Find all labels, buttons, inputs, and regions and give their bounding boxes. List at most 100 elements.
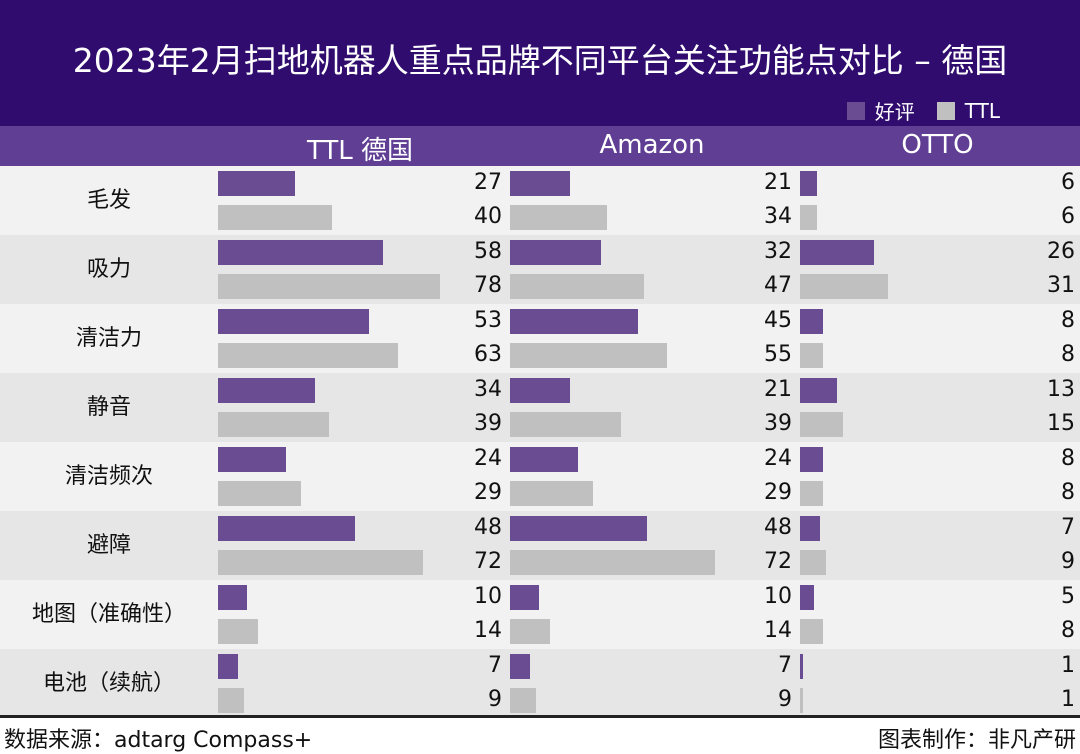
category-label: 避障: [86, 533, 131, 558]
bar-good: [218, 516, 355, 541]
data-label: 78: [474, 273, 502, 298]
data-label: 53: [474, 308, 502, 333]
data-label: 27: [474, 170, 502, 195]
category-label: 静音: [86, 395, 131, 420]
data-label: 7: [488, 653, 502, 678]
data-label: 58: [474, 239, 502, 264]
legend: 好评 TTL: [846, 96, 1000, 125]
bar-ttl: [800, 688, 803, 713]
bar-good: [800, 309, 823, 334]
legend-swatch-good: [846, 101, 865, 120]
bar-good: [510, 378, 570, 403]
category-label: 清洁力: [75, 326, 142, 351]
bar-ttl: [218, 688, 244, 713]
data-label: 10: [764, 584, 792, 609]
bar-ttl: [218, 343, 398, 368]
data-label: 32: [764, 239, 792, 264]
bar-good: [510, 240, 602, 265]
bar-good: [510, 447, 579, 472]
bar-good: [800, 585, 815, 610]
bar-ttl: [218, 205, 332, 230]
data-label: 34: [764, 204, 792, 229]
bar-ttl: [800, 550, 826, 575]
bar-good: [218, 447, 287, 472]
data-label: 31: [1047, 273, 1075, 298]
data-label: 48: [474, 515, 502, 540]
data-label: 39: [474, 411, 502, 436]
bar-good: [800, 171, 818, 196]
data-label: 8: [1061, 618, 1075, 643]
data-label: 6: [1061, 170, 1075, 195]
data-label: 9: [778, 687, 792, 712]
bar-ttl: [218, 550, 424, 575]
panel-header-row: TTL 德国 Amazon OTTO: [0, 126, 1080, 166]
legend-swatch-ttl: [936, 101, 955, 120]
category-row: 地图（准确性） 10 14 10 14 5 8: [0, 580, 1080, 649]
data-label: 13: [1047, 377, 1075, 402]
data-label: 29: [474, 480, 502, 505]
category-label: 吸力: [86, 257, 131, 282]
bar-good: [510, 171, 570, 196]
bar-good: [510, 654, 530, 679]
bar-good: [218, 309, 370, 334]
data-label: 6: [1061, 204, 1075, 229]
data-label: 1: [1061, 687, 1075, 712]
data-label: 55: [764, 342, 792, 367]
legend-label-ttl: TTL: [964, 98, 1000, 123]
bar-good: [800, 654, 803, 679]
data-label: 21: [764, 377, 792, 402]
category-row: 清洁频次 24 29 24 29 8 8: [0, 442, 1080, 511]
data-label: 63: [474, 342, 502, 367]
bar-ttl: [510, 343, 667, 368]
data-label: 9: [488, 687, 502, 712]
title-bar: 2023年2月扫地机器人重点品牌不同平台关注功能点对比 – 德国 好评 TTL: [0, 0, 1080, 126]
data-label: 24: [474, 446, 502, 471]
data-label: 26: [1047, 239, 1075, 264]
data-label: 7: [778, 653, 792, 678]
bar-good: [800, 378, 838, 403]
bar-ttl: [800, 205, 818, 230]
bar-good: [218, 378, 315, 403]
bar-ttl: [218, 481, 301, 506]
data-label: 1: [1061, 653, 1075, 678]
bar-ttl: [510, 688, 536, 713]
data-label: 7: [1061, 515, 1075, 540]
legend-label-good: 好评: [874, 100, 915, 124]
data-label: 9: [1061, 549, 1075, 574]
source-note: 数据来源：adtarg Compass+: [4, 728, 313, 753]
data-label: 21: [764, 170, 792, 195]
bar-good: [218, 585, 247, 610]
data-label: 24: [764, 446, 792, 471]
category-label: 清洁频次: [64, 464, 153, 489]
maker-note: 图表制作：非凡产研: [877, 728, 1076, 753]
bar-ttl: [800, 619, 823, 644]
bar-ttl: [510, 481, 593, 506]
bar-good: [218, 171, 295, 196]
bar-ttl: [800, 274, 889, 299]
bar-ttl: [800, 481, 823, 506]
data-label: 40: [474, 204, 502, 229]
category-row: 吸力 58 78 32 47 26 31: [0, 235, 1080, 304]
data-label: 14: [764, 618, 792, 643]
category-row: 电池（续航） 7 9 7 9 1 1: [0, 649, 1080, 718]
bottom-rule: [0, 715, 1080, 718]
data-label: 34: [474, 377, 502, 402]
data-label: 10: [474, 584, 502, 609]
panel-title-otto: OTTO: [901, 130, 974, 160]
bar-good: [218, 240, 384, 265]
bar-good: [800, 447, 823, 472]
data-label: 14: [474, 618, 502, 643]
category-label: 地图（准确性）: [31, 602, 186, 627]
category-row: 静音 34 39 21 39 13 15: [0, 373, 1080, 442]
data-label: 48: [764, 515, 792, 540]
data-label: 72: [764, 549, 792, 574]
data-label: 8: [1061, 480, 1075, 505]
bar-ttl: [800, 412, 843, 437]
bar-ttl: [218, 412, 330, 437]
data-label: 39: [764, 411, 792, 436]
data-label: 8: [1061, 342, 1075, 367]
data-label: 29: [764, 480, 792, 505]
category-row: 清洁力 53 63 45 55 8 8: [0, 304, 1080, 373]
bar-good: [800, 516, 820, 541]
bar-ttl: [800, 343, 823, 368]
